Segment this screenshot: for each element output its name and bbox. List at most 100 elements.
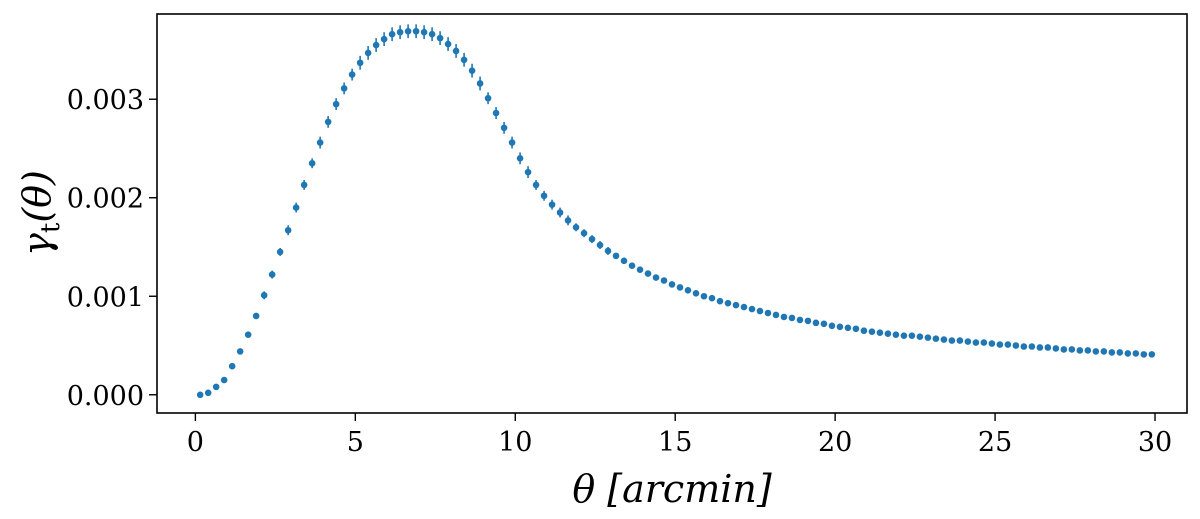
data-point (228, 362, 236, 370)
data-point (492, 107, 500, 119)
x-tick-label: 20 (818, 427, 852, 458)
marker (492, 109, 500, 117)
data-point (564, 215, 572, 226)
marker (892, 331, 900, 338)
data-points (196, 24, 1156, 399)
data-point (468, 63, 476, 78)
marker (708, 294, 716, 302)
marker (340, 85, 348, 92)
marker (436, 34, 444, 42)
data-point (1020, 343, 1028, 350)
marker (420, 28, 428, 36)
marker (1004, 341, 1012, 348)
data-point (684, 287, 692, 294)
data-point (1100, 348, 1108, 355)
marker (956, 337, 964, 344)
marker (1052, 345, 1060, 352)
marker (924, 334, 932, 341)
marker (468, 67, 476, 74)
data-point (1116, 349, 1124, 356)
data-point (436, 31, 444, 46)
data-point (276, 247, 284, 256)
marker (1108, 349, 1116, 356)
data-point (1068, 346, 1076, 353)
plot-frame (156, 13, 1188, 414)
marker (740, 303, 748, 311)
marker (204, 389, 212, 397)
marker (532, 181, 540, 189)
marker (604, 247, 612, 255)
marker (1028, 343, 1036, 350)
marker (1020, 343, 1028, 350)
y-tick-label: 0.003 (67, 85, 144, 116)
data-point (1124, 350, 1132, 357)
marker (236, 348, 244, 355)
marker (724, 299, 732, 307)
data-point (252, 312, 260, 320)
marker (692, 290, 700, 297)
marker (452, 47, 460, 55)
marker (1076, 347, 1084, 354)
data-point (796, 316, 804, 324)
data-point (300, 180, 308, 190)
marker (268, 271, 276, 278)
marker (396, 28, 404, 36)
marker (1092, 348, 1100, 355)
marker (380, 35, 388, 43)
data-point (516, 152, 524, 165)
marker (284, 226, 292, 234)
data-point (244, 331, 252, 338)
marker (748, 305, 756, 313)
data-point (364, 46, 372, 60)
marker (1036, 344, 1044, 351)
data-point (876, 329, 884, 337)
data-point (420, 25, 428, 40)
data-point (620, 257, 628, 265)
marker (660, 277, 668, 284)
data-point (476, 76, 484, 91)
data-point (508, 136, 516, 149)
marker (684, 287, 692, 294)
marker (852, 325, 860, 333)
data-point (636, 266, 644, 273)
y-tick-label: 0.000 (67, 381, 144, 412)
data-point (428, 27, 436, 42)
marker (964, 338, 972, 345)
marker (500, 124, 508, 132)
x-tick-label: 15 (658, 427, 692, 458)
data-point (292, 202, 300, 213)
marker (244, 331, 252, 338)
marker (716, 297, 724, 305)
marker (428, 30, 436, 38)
data-point (196, 391, 204, 399)
marker (316, 139, 324, 146)
marker (348, 71, 356, 78)
marker (836, 323, 844, 331)
data-point (820, 320, 828, 328)
marker (900, 332, 908, 339)
data-point (988, 340, 996, 347)
y-axis-label: γt(θ) (15, 170, 66, 256)
data-point (908, 332, 916, 339)
data-point (780, 313, 788, 321)
data-point (316, 136, 324, 149)
marker (780, 313, 788, 321)
data-point (804, 317, 812, 325)
data-point (324, 115, 332, 128)
data-point (628, 262, 636, 270)
data-point (1108, 349, 1116, 356)
marker (652, 274, 660, 281)
y-axis-label-main: γ (15, 233, 59, 256)
data-point (356, 55, 364, 70)
data-point (668, 281, 676, 288)
data-point (1060, 346, 1068, 353)
marker (868, 328, 876, 336)
data-point (740, 303, 748, 311)
data-point (1012, 342, 1020, 349)
data-point (372, 38, 380, 52)
marker (564, 217, 572, 224)
data-point (1132, 350, 1140, 357)
marker (324, 118, 332, 126)
marker (404, 27, 412, 35)
